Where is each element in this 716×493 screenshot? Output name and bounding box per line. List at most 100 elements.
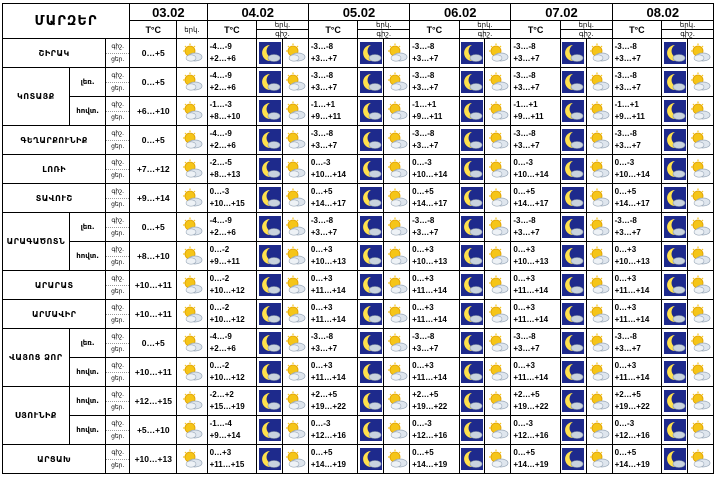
day-icon-cell [686,415,715,445]
day-icon-cell [686,154,715,184]
sun-cloud-icon [283,217,307,237]
day-icon-cell [383,38,411,68]
daynight-label-cell: գիշ. ցեր. [105,183,131,213]
temp-cell: 0…+5 +14…+19 [307,444,359,474]
daynight-label-cell: գիշ. ցեր. [105,299,131,329]
day-icon-cell [484,183,512,213]
day-abbr: ցեր. [111,142,125,150]
region-cell: ԱՐՑԱԽ [1,444,107,474]
moon-cloud-icon [359,129,383,151]
sun-cloud-icon [486,391,510,411]
day-temp: +2…+6 [209,54,236,63]
moon-cloud-icon [258,42,282,64]
day-temp: +10…+14 [310,170,346,179]
temp-cell: 0…+3 +10…+13 [409,241,460,271]
night-icon-cell [661,96,688,126]
temp-cell: 0…-3 +10…+14 [409,154,460,184]
day-temp: +9…+11 [209,257,240,266]
night-temp: 0…-2 [209,361,230,370]
moon-cloud-icon [561,216,585,238]
night-temp: 0…+5 [412,448,434,457]
weather-icon-cell [176,444,208,474]
temp-value: +10…+13 [134,454,172,464]
forecast-row: ԱՐՑԱԽ գիշ. ցեր. +10…+13 0…+3 +11…+15 0…+5 +14…+… [1,444,715,474]
sky-col-header: երկ. գիշ. [458,20,512,39]
night-temp: -3…-8 [614,332,637,341]
night-temp: +2…+5 [614,390,641,399]
sun-cloud-icon [385,333,409,353]
day-icon-cell [281,328,309,358]
night-temp: -3…-8 [614,42,637,51]
sun-cloud-icon [178,275,206,295]
night-temp: -3…-8 [513,42,536,51]
temp-cell: 0…-3 +12…+16 [307,415,359,445]
sun-cloud-icon [486,362,510,382]
temp-cell: -3…-8 +3…+7 [409,212,460,242]
sun-cloud-icon [587,43,611,63]
night-icon-cell [458,270,486,300]
night-temp: -1…+1 [310,100,336,109]
sun-cloud-icon [283,391,307,411]
night-temp: 0…-3 [513,158,533,167]
sun-cloud-icon [178,101,206,121]
night-icon-cell [256,386,283,416]
night-temp: 0…+5 [513,448,535,457]
day-icon-cell [585,299,613,329]
temp-cell-day0: 0…+5 [129,38,178,68]
region-name: ՎԱՅՈՑ ՁՈՐ [9,352,63,362]
temp-value: +10…+11 [134,309,172,319]
temp-value: +9…+14 [136,193,170,203]
temp-cell: 0…-2 +9…+11 [206,241,258,271]
subregion-cell: հովտ. [68,357,107,387]
daynight-label-cell: գիշ. ցեր. [105,357,131,387]
weather-icon-cell [176,125,208,155]
day-temp: +11…+14 [614,315,650,324]
day-icon-cell [281,183,309,213]
night-temp: +2…+5 [513,390,540,399]
region-name: ԱՐՑԱԽ [37,454,72,464]
moon-cloud-icon [460,42,484,64]
temp-cell: 0…+5 +14…+19 [409,444,460,474]
sun-cloud-icon [486,188,510,208]
night-abbr: գիշ. [111,71,125,79]
night-temp: 0…-2 [209,303,230,312]
day-abbr: ցեր. [111,374,125,382]
day-temp: +10…+13 [310,257,346,266]
night-icon-cell [661,241,688,271]
day-temp: +2…+6 [209,228,236,237]
night-icon-cell [458,241,486,271]
day-temp: +3…+7 [412,83,439,92]
night-icon-cell [256,415,283,445]
weather-icon-cell [176,67,208,97]
day-icon-cell [281,125,309,155]
day-icon-cell [383,299,411,329]
day-icon-cell [383,357,411,387]
temp-value: 0…+5 [141,135,165,145]
night-icon-cell [559,154,587,184]
night-temp: -4…-9 [209,332,232,341]
day-temp: +11…+14 [310,315,346,324]
day-temp: +11…+14 [412,286,447,295]
sun-cloud-icon [385,72,409,92]
day-icon-cell [484,444,512,474]
moon-cloud-icon [561,390,585,412]
day-icon-cell [686,38,715,68]
sun-cloud-icon [178,333,206,353]
day-icon-cell [686,183,715,213]
moon-cloud-icon [460,187,484,209]
temp-cell: -3…-8 +3…+7 [307,125,359,155]
day-temp: +9…+11 [513,112,544,121]
day-icon-cell [484,67,512,97]
temp-cell: 0…+3 +11…+14 [409,357,460,387]
night-icon-cell [661,212,688,242]
day-icon-cell [686,212,715,242]
temp-cell: 0…+3 +11…+14 [611,270,663,300]
day-temp: +14…+19 [513,460,549,469]
daynight-label-cell: գիշ. ցեր. [105,38,131,68]
day-icon-cell [383,241,411,271]
moon-cloud-icon [561,361,585,383]
night-abbr: գիշ. [578,30,594,38]
night-temp: 0…+3 [614,274,637,283]
night-icon-cell [559,125,587,155]
moon-cloud-icon [460,158,484,180]
